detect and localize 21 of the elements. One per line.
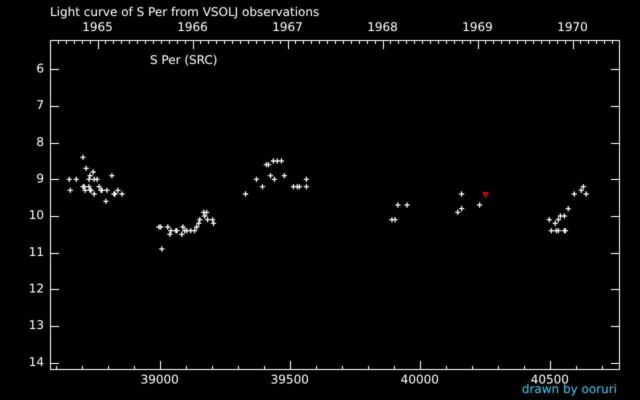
y-tick-label: 13 [28, 318, 44, 332]
y-tick-label: 8 [36, 134, 44, 149]
x-tick-label: 39500 [270, 372, 309, 386]
text: drawn by ooruri [522, 382, 617, 396]
y-tick-label: 12 [28, 281, 44, 296]
y-tick-label: 6 [36, 61, 44, 76]
x2-tick-label: 1965 [82, 20, 113, 34]
y-tick-label: 7 [36, 98, 44, 112]
y-tick-label: 10 [28, 208, 44, 222]
y-tick-label: 11 [28, 244, 44, 259]
x2-tick-label: 1966 [177, 20, 208, 34]
x-tick-label: 39000 [140, 372, 179, 386]
annotation: S Per (SRC) [150, 53, 218, 67]
y-tick-label: 14 [28, 354, 44, 369]
x2-tick-label: 1970 [557, 20, 588, 34]
y-tick-label: 9 [36, 171, 44, 186]
x2-tick-label: 1968 [367, 20, 398, 34]
x2-tick-label: 1969 [462, 20, 493, 34]
chart-title: Light curve of S Per from VSOLJ observations [50, 5, 320, 19]
x2-tick-label: 1967 [272, 20, 303, 34]
x-tick-label: 40000 [400, 372, 439, 386]
